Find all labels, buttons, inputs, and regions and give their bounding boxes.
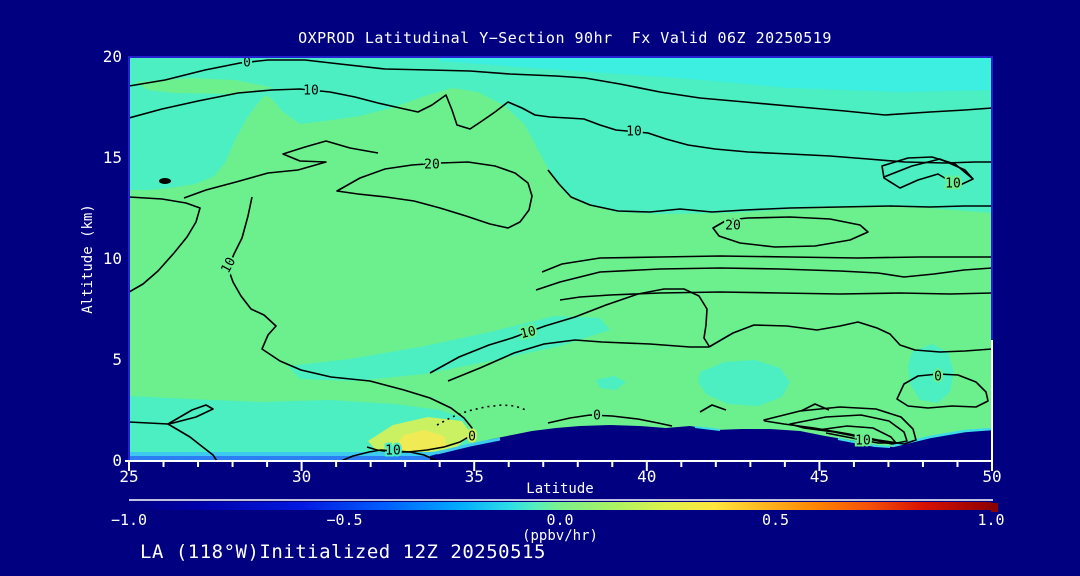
y-axis-tick-label: 20 [103,47,122,66]
colorbar-tick-label: −1.0 [111,511,147,529]
contour-line [881,156,974,189]
turquoise-blob-a [698,360,790,406]
contour-label: 10 [519,324,538,342]
surface-sliver [694,426,721,431]
y-axis-tick-label: 5 [112,350,122,369]
colorbar-tick-label: 0.0 [546,511,573,529]
chart-title: OXPROD Latitudinal Y−Section 90hr Fx Val… [298,29,832,47]
terrain-silhouette [430,425,992,461]
x-axis-title: Latitude [526,481,594,497]
contour-line [559,291,992,301]
y-axis-tick-label: 15 [103,148,122,167]
contour-line [800,403,830,412]
x-axis-tick-label: 35 [465,467,484,486]
contour-label: 10 [945,177,961,192]
colorbar-tick-label: −0.5 [326,511,362,529]
y-axis-tick-label: 10 [103,249,122,268]
contour-line [340,449,439,461]
contour-line [183,140,379,199]
colorbar-tick-label: 0.5 [762,511,789,529]
contour-line [712,216,869,248]
contour-line [167,404,214,425]
upper-turquoise-band [129,57,992,214]
turquoise-blob-b [908,344,954,403]
contour-label: 0 [934,370,942,385]
contour-line [129,59,992,116]
contour-label: 20 [424,158,440,173]
x-axis-tick-label: 40 [637,467,656,486]
contour-line [708,321,992,353]
contour-line [129,421,169,425]
surface-sliver [837,438,891,448]
contour-line [817,425,897,444]
contour-line [883,158,974,180]
x-axis-tick-label: 45 [810,467,829,486]
colorbar-tick-label: 1.0 [977,511,1004,529]
x-axis-tick-label: 25 [119,467,138,486]
contour-label: 10 [303,84,319,99]
contour-line [547,169,992,213]
contour-line [541,255,992,273]
y-axis-title: Altitude (km) [80,204,96,314]
contour-line [896,373,989,409]
contour-label: 0 [468,430,476,445]
colorbar [129,502,991,510]
surface-blue-band [129,456,457,461]
contour-line [547,414,673,427]
contour-label: 0 [243,56,251,71]
contour-label: 10 [626,125,642,140]
surface-cyan-band [129,452,457,457]
colorbar-units: (ppbv/hr) [522,528,598,544]
colorbar-endcap [991,503,998,512]
x-axis-tick-label: 30 [292,467,311,486]
tiny-contour [159,178,171,184]
top-cyan-strip [440,57,992,92]
contour-label: 10 [855,434,871,449]
run-info-text: LA (118°W)Initialized 12Z 20250515 [140,541,546,563]
contour-label: 20 [725,219,741,234]
contour-line [789,414,908,445]
yellow-core [394,430,447,451]
contour-line [447,339,709,382]
contour-line [535,267,992,291]
contour-line [699,404,727,413]
contour-label: 10 [385,444,401,459]
contour-line [167,423,218,461]
y-axis-tick-label: 0 [112,451,122,470]
contour-label: 0 [593,409,601,424]
contour-line [763,406,917,445]
contour-line [227,196,473,453]
contour-line [129,88,992,164]
band-green-streak [136,78,275,94]
x-axis-tick-label: 50 [982,467,1001,486]
contour-line [336,161,533,229]
contour-line [129,196,201,293]
surface-sliver [436,437,501,455]
turquoise-blob-c [596,376,626,390]
